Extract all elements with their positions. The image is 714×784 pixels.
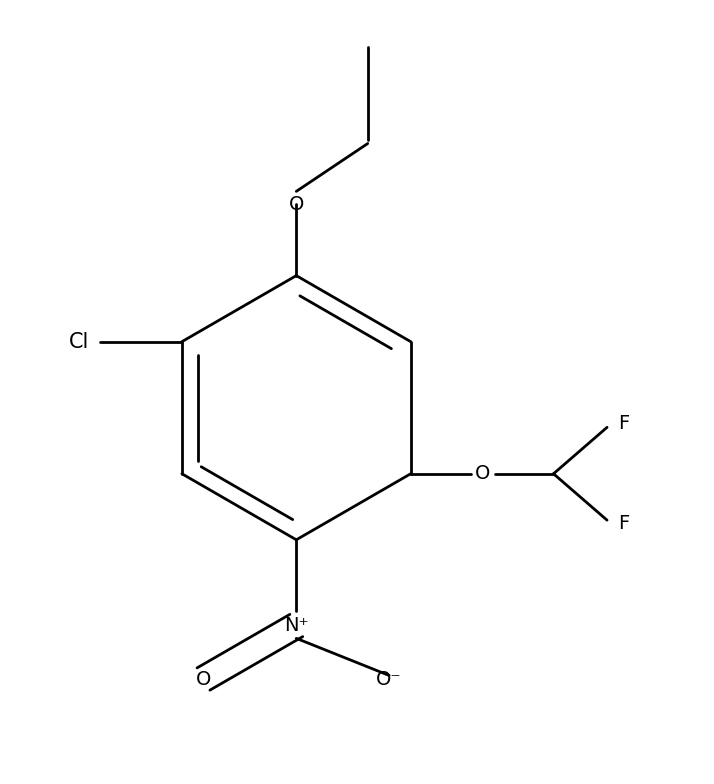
Text: F: F	[618, 514, 629, 533]
Text: N⁺: N⁺	[284, 616, 308, 635]
Text: O: O	[288, 194, 304, 214]
Text: O: O	[196, 670, 211, 688]
Text: O: O	[474, 464, 490, 483]
Text: O⁻: O⁻	[376, 670, 402, 688]
Text: Cl: Cl	[69, 332, 89, 352]
Text: F: F	[618, 414, 629, 434]
